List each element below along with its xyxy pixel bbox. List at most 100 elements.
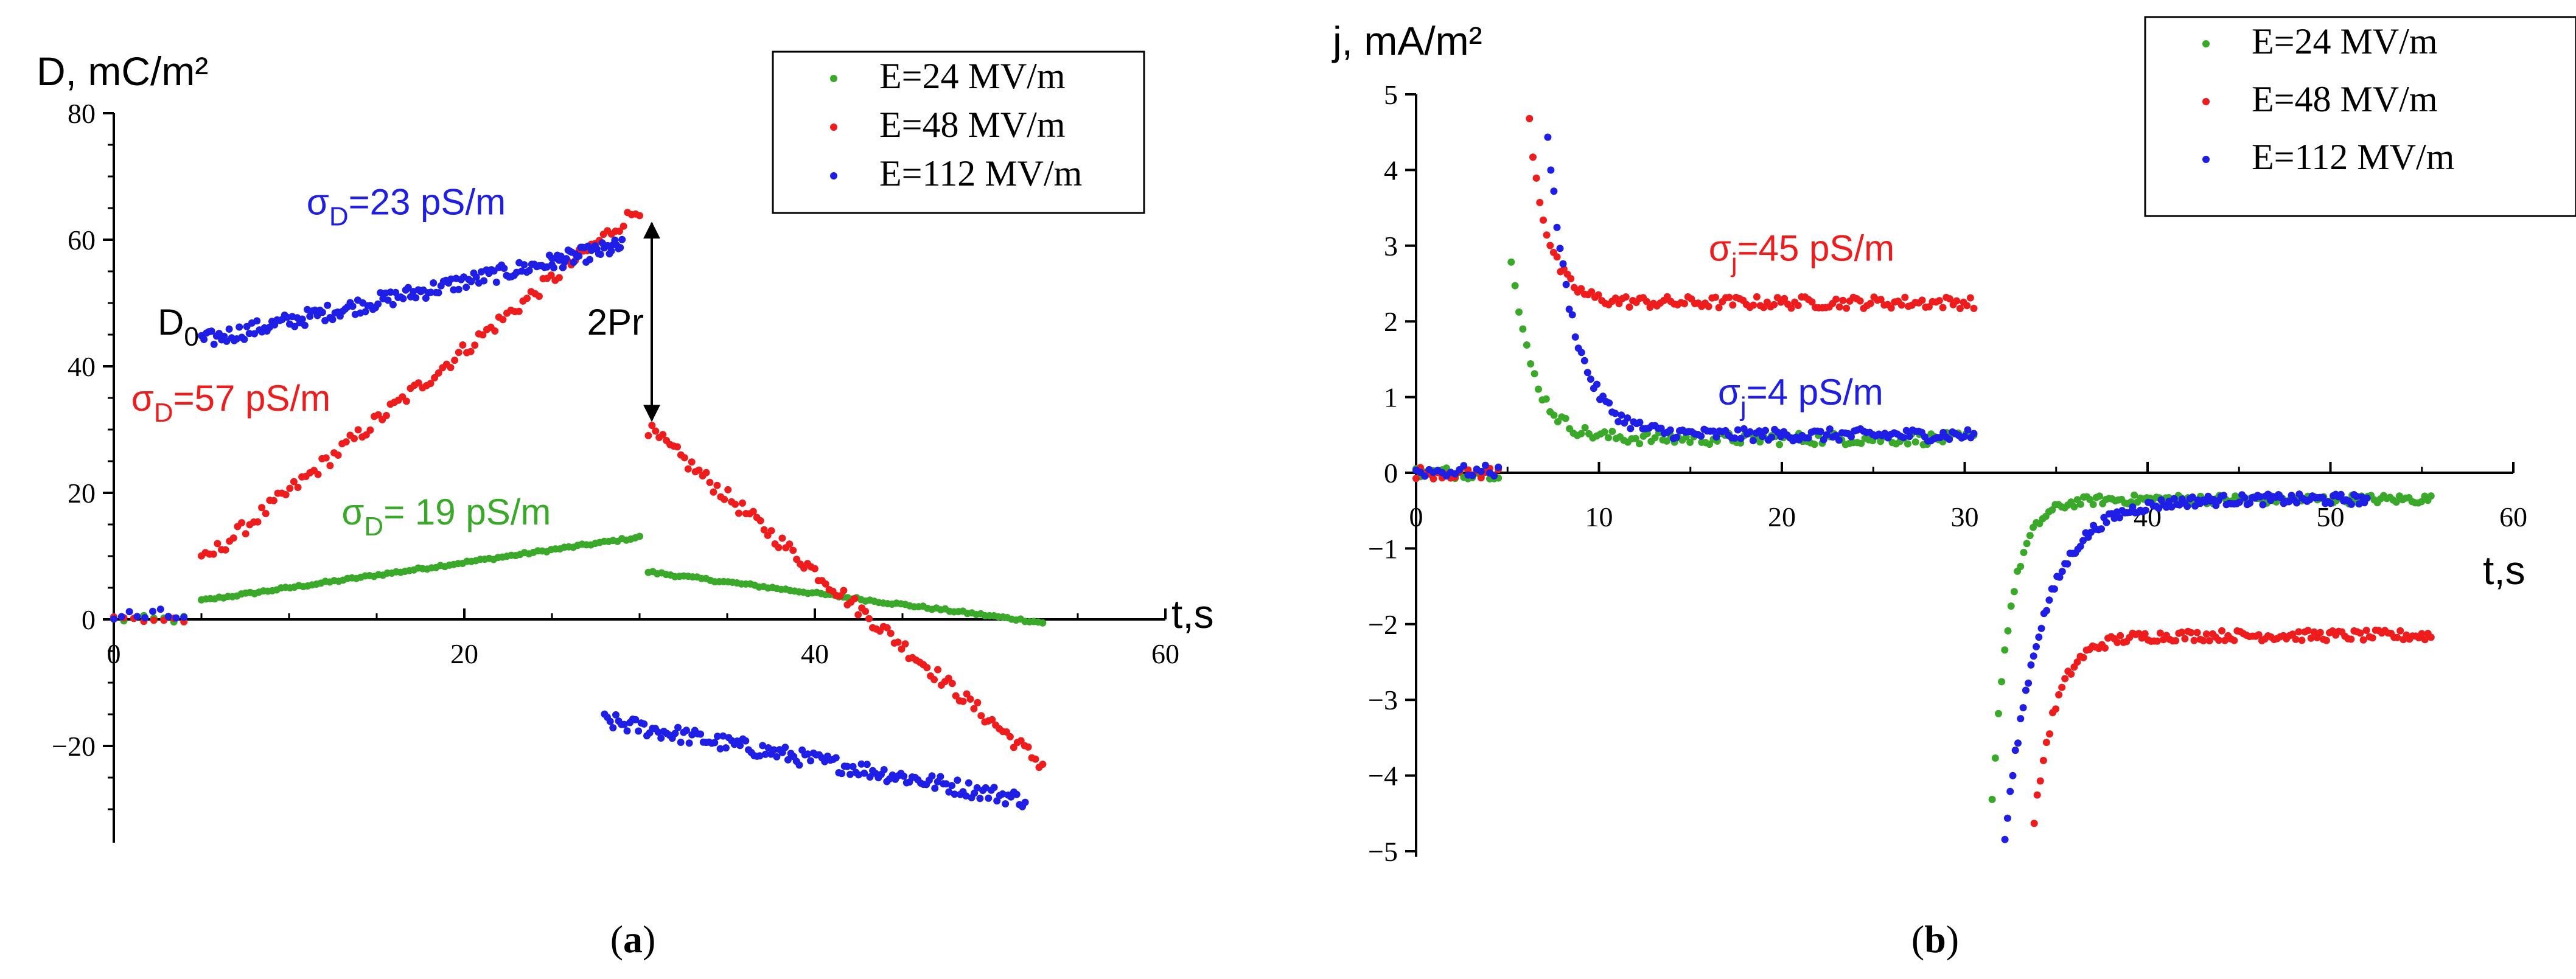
data-point (954, 776, 962, 784)
data-point (1826, 425, 1834, 433)
data-point (1622, 293, 1630, 301)
data-point (242, 530, 250, 538)
data-point (156, 605, 164, 613)
data-point (291, 322, 299, 330)
data-point (451, 357, 459, 364)
data-point (1686, 439, 1694, 446)
data-point (2170, 495, 2178, 503)
data-point (982, 784, 990, 792)
data-point (389, 301, 397, 308)
data-point (999, 790, 1007, 798)
data-point (2055, 691, 2063, 699)
data-point (1550, 411, 1558, 419)
data-point (923, 664, 931, 672)
data-point (759, 742, 767, 750)
data-point (695, 466, 703, 474)
data-point (1705, 302, 1712, 310)
data-point (282, 491, 290, 498)
x-tick-label: 0 (107, 638, 121, 669)
x-tick-label: 60 (1151, 638, 1179, 669)
data-point (1712, 433, 1720, 441)
data-point (901, 640, 909, 648)
data-point (2163, 503, 2170, 511)
data-point (1794, 302, 1802, 309)
data-point (1939, 304, 1947, 312)
data-point (1832, 295, 1840, 303)
data-point (1562, 414, 1569, 422)
data-point (596, 251, 604, 258)
data-point (2178, 629, 2186, 636)
data-point (1632, 434, 1639, 442)
data-point (326, 462, 334, 470)
data-point (2295, 628, 2303, 636)
data-point (1542, 395, 1550, 403)
data-point (1550, 187, 1558, 195)
legend-label: E=48 MV/m (2252, 79, 2438, 119)
data-point (349, 302, 357, 310)
data-point (354, 426, 362, 434)
data-point (1988, 795, 1996, 803)
data-point (286, 484, 294, 492)
data-point (854, 771, 862, 779)
data-point (480, 277, 488, 285)
data-point (937, 773, 944, 781)
data-point (2202, 630, 2210, 638)
data-point (849, 762, 857, 770)
data-point (384, 296, 392, 304)
data-point (200, 335, 208, 343)
data-point (1998, 678, 2006, 686)
panel-b-y-title: j, mA/m² (1332, 18, 1482, 63)
data-point (1768, 433, 1776, 441)
annotation-subscript: j (1739, 392, 1747, 422)
data-point (1614, 418, 1622, 425)
data-point (944, 674, 952, 682)
data-point (1956, 305, 1964, 312)
data-point (2023, 540, 2031, 548)
data-point (1760, 304, 1768, 312)
data-point (706, 478, 714, 486)
y-tick-label: 0 (82, 604, 96, 635)
data-point (2035, 633, 2043, 641)
panel-b-ylabel: j, mA/m² (1332, 18, 1482, 63)
data-point (1412, 475, 1420, 483)
data-point (1577, 430, 1585, 437)
data-point (225, 325, 233, 333)
panel-a-y-title: D, mC/m² (37, 49, 208, 94)
y-tick-label: 4 (1384, 155, 1398, 186)
data-point (1848, 433, 1855, 441)
data-point (2114, 638, 2121, 646)
data-point (714, 733, 721, 740)
data-point (1553, 223, 1561, 231)
data-point (1663, 437, 1670, 445)
data-point (811, 565, 819, 573)
data-point (2022, 686, 2030, 694)
data-point (1477, 474, 1485, 482)
data-point (887, 630, 895, 637)
data-point (1991, 754, 1999, 762)
data-point (2103, 518, 2110, 526)
data-point (2020, 549, 2028, 556)
data-point (2006, 787, 2014, 795)
data-point (2019, 704, 2027, 712)
x-tick-label: 60 (2499, 501, 2527, 532)
y-tick-label: 20 (68, 478, 96, 509)
data-point (731, 500, 739, 508)
data-point (2153, 637, 2161, 645)
data-point (1568, 311, 1576, 319)
data-point (2235, 498, 2243, 506)
data-point (2073, 658, 2081, 666)
data-point (399, 294, 407, 302)
data-point (2131, 491, 2138, 499)
data-point (990, 784, 998, 792)
annotation-label: σD= 19 pS/m (341, 492, 551, 542)
data-point (756, 517, 764, 524)
data-point (1559, 260, 1567, 268)
data-point (324, 301, 332, 309)
data-point (314, 470, 322, 478)
data-point (657, 734, 665, 742)
data-point (1762, 427, 1769, 434)
data-point (775, 543, 783, 551)
panel-b-label-letter: b (1924, 918, 1946, 961)
data-point (2067, 670, 2075, 678)
data-point (988, 716, 996, 723)
